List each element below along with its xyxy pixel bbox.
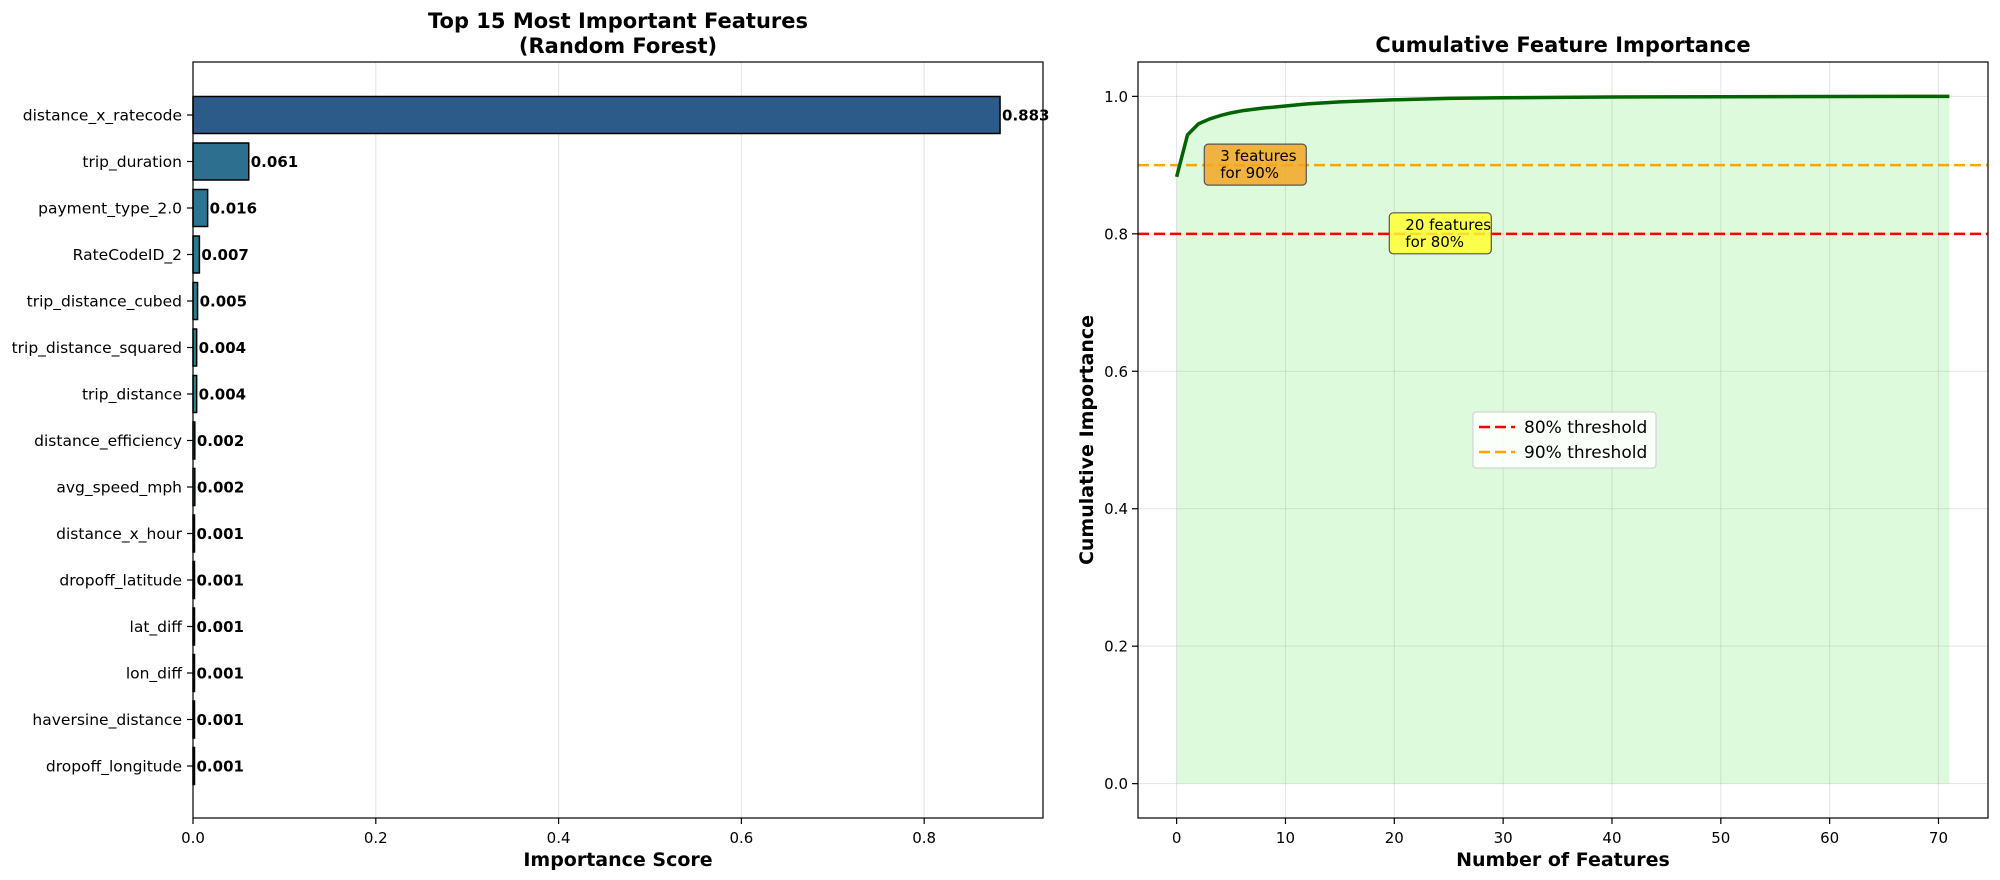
x-tick-label: 20 (1385, 829, 1404, 847)
axes-frame (1137, 61, 1989, 819)
y-tick-label: 0.4 (1104, 500, 1128, 518)
x-tick-label: 0.8 (912, 829, 936, 847)
y-tick-label: trip_distance (82, 386, 182, 405)
y-tick-label: 0.2 (1104, 638, 1128, 656)
bar (192, 281, 199, 321)
y-tick-label: lat_diff (130, 618, 183, 637)
y-tick-label: distance_efficiency (34, 432, 182, 451)
bar-value-label: 0.001 (197, 525, 244, 543)
y-tick-label: haversine_distance (32, 711, 182, 730)
bar-value-label: 0.001 (197, 758, 244, 776)
annotation-text: 3 features (1220, 147, 1296, 165)
chart-title: Cumulative Feature Importance (1375, 33, 1750, 57)
legend-label: 90% threshold (1524, 443, 1647, 463)
x-tick-label: 10 (1276, 829, 1295, 847)
annotation-text: 20 features (1405, 216, 1491, 234)
annotation-text: for 80% (1405, 233, 1464, 251)
y-tick-label: RateCodeID_2 (73, 246, 182, 265)
feature-importance-chart: distance_x_ratecode 0.883 trip_duration 0.0… (12, 9, 1050, 871)
y-tick-label: distance_x_ratecode (23, 107, 182, 126)
bar-value-label: 0.004 (199, 339, 246, 357)
bar-value-label: 0.004 (199, 386, 246, 404)
bar-value-label: 0.061 (251, 153, 298, 171)
bar-value-label: 0.001 (197, 618, 244, 636)
y-tick-label: avg_speed_mph (56, 479, 182, 498)
bar (192, 235, 201, 274)
bar-value-label: 0.007 (201, 246, 248, 264)
y-tick-label: payment_type_2.0 (38, 200, 182, 219)
bar-value-label: 0.002 (197, 479, 244, 497)
bar (192, 142, 250, 181)
y-tick-label: 0.6 (1104, 363, 1128, 381)
x-axis-label: Importance Score (523, 849, 712, 871)
chart-title: (Random Forest) (519, 34, 717, 58)
y-tick-label: distance_x_hour (56, 525, 182, 544)
axes-frame (192, 61, 1044, 819)
y-axis-label: Cumulative Importance (1076, 315, 1098, 565)
legend-box (1472, 411, 1657, 469)
legend-label: 80% threshold (1524, 418, 1647, 438)
x-tick-label: 0.0 (181, 829, 205, 847)
y-tick-label: 1.0 (1104, 88, 1128, 106)
x-tick-label: 30 (1494, 829, 1513, 847)
y-tick-label: trip_duration (82, 153, 182, 172)
annotation-text: for 90% (1220, 164, 1279, 182)
y-tick-label: 0.8 (1104, 225, 1128, 243)
y-tick-label: trip_distance_cubed (27, 293, 182, 312)
x-tick-label: 70 (1929, 829, 1948, 847)
x-axis-label: Number of Features (1456, 849, 1670, 871)
x-tick-label: 0.2 (364, 829, 388, 847)
bar-value-label: 0.001 (197, 665, 244, 683)
x-tick-label: 50 (1711, 829, 1730, 847)
y-tick-label: trip_distance_squared (12, 339, 182, 358)
bar-value-label: 0.001 (197, 572, 244, 590)
bar-value-label: 0.005 (200, 293, 247, 311)
x-tick-label: 0 (1172, 829, 1182, 847)
y-tick-label: lon_diff (126, 665, 183, 684)
chart-title: Top 15 Most Important Features (428, 9, 808, 33)
x-tick-label: 60 (1820, 829, 1839, 847)
cumulative-line (1174, 94, 1950, 178)
bar-value-label: 0.016 (210, 200, 257, 218)
bar-value-label: 0.002 (197, 432, 244, 450)
annotation-box (1388, 212, 1492, 255)
bar (192, 188, 209, 228)
x-tick-label: 40 (1602, 829, 1621, 847)
x-tick-label: 0.4 (547, 829, 571, 847)
bar-value-label: 0.001 (197, 711, 244, 729)
y-tick-label: 0.0 (1104, 775, 1128, 793)
bar-value-label: 0.883 (1002, 107, 1049, 125)
annotation-box (1203, 143, 1307, 186)
y-tick-label: dropoff_longitude (46, 758, 182, 777)
x-tick-label: 0.6 (729, 829, 753, 847)
y-tick-label: dropoff_latitude (59, 572, 182, 591)
bar (192, 95, 1001, 135)
